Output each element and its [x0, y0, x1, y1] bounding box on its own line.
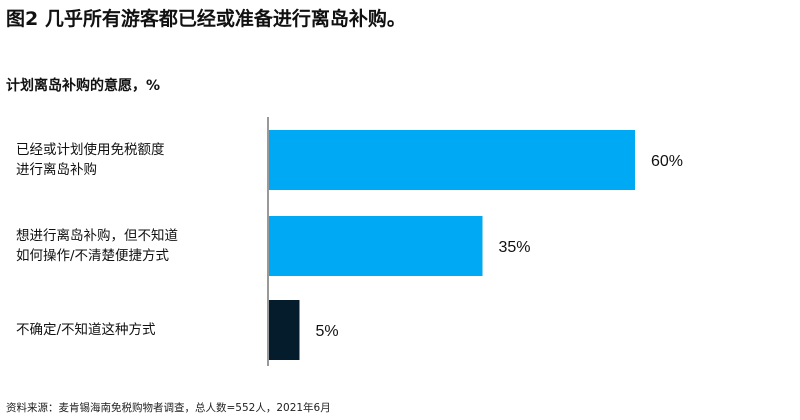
bar-1	[269, 130, 635, 190]
category-label-3: 不确定/不知道这种方式	[16, 320, 256, 340]
category-label-line: 已经或计划使用免税额度	[16, 142, 165, 158]
category-label-line: 如何操作/不清楚便捷方式	[16, 248, 170, 264]
category-label-line: 不确定/不知道这种方式	[16, 322, 156, 338]
category-label-1: 已经或计划使用免税额度 进行离岛补购	[16, 140, 256, 180]
value-label-3: 5%	[316, 323, 339, 340]
value-label-1: 60%	[651, 153, 683, 170]
category-label-2: 想进行离岛补购，但不知道 如何操作/不清楚便捷方式	[16, 226, 256, 266]
source-note: 资料来源：麦肯锡海南免税购物者调查，总人数=552人，2021年6月	[6, 402, 331, 414]
category-label-line: 想进行离岛补购，但不知道	[16, 228, 178, 244]
chart-subtitle: 计划离岛补购的意愿，%	[6, 78, 161, 94]
bar-3	[269, 300, 300, 360]
bar-2	[269, 216, 483, 276]
value-label-2: 35%	[499, 239, 531, 256]
category-label-line: 进行离岛补购	[16, 162, 97, 178]
chart-title: 图2 几乎所有游客都已经或准备进行离岛补购。	[6, 8, 406, 30]
